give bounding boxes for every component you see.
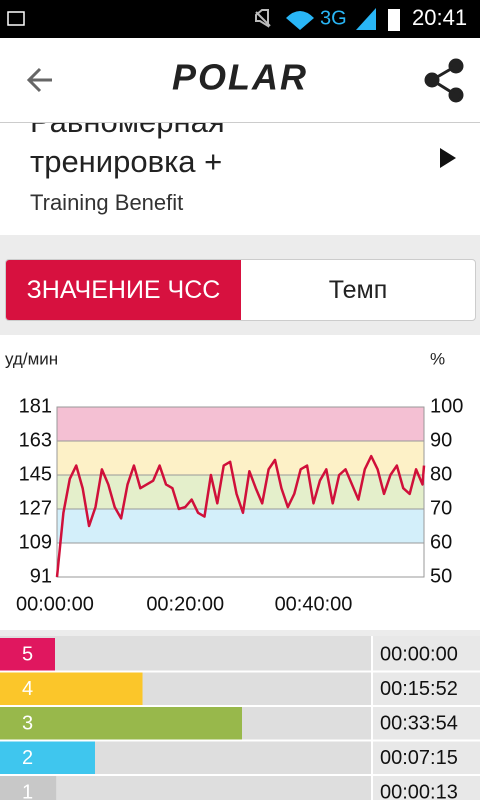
app-bar: POLAR <box>0 38 480 123</box>
share-button[interactable] <box>424 58 464 103</box>
x-tick-label: 00:40:00 <box>275 593 353 615</box>
zone-number-box <box>0 638 55 671</box>
zone-bar <box>55 776 57 800</box>
y2-tick-label: 90 <box>430 429 452 451</box>
zone-time: 00:33:54 <box>380 713 458 735</box>
zone-bar <box>55 672 143 705</box>
battery-icon <box>388 9 400 31</box>
mute-icon <box>255 9 271 28</box>
workout-header: Равномерная тренировка + Training Benefi… <box>0 122 480 235</box>
zone-number: 3 <box>22 713 33 735</box>
zone-band <box>57 543 424 577</box>
y-tick-label: 181 <box>19 395 52 417</box>
zone-time: 00:15:52 <box>380 678 458 700</box>
zone-band <box>57 441 424 475</box>
logo: POLAR <box>172 57 308 98</box>
title-line: Равномерная <box>30 122 225 140</box>
tab[interactable]: Темп <box>328 276 388 304</box>
zone-band <box>57 509 424 543</box>
clock: 20:41 <box>412 5 467 30</box>
status-bar: 3G 20:41 <box>0 0 480 38</box>
zone-bar <box>55 741 95 774</box>
zone-number-box <box>0 672 55 705</box>
y-tick-label: 91 <box>30 565 52 587</box>
signal-icon <box>356 8 376 30</box>
tab-switch: ЗНАЧЕНИЕ ЧСС Темп <box>5 259 476 321</box>
gallery-icon <box>7 11 25 26</box>
y2-tick-label: 80 <box>430 463 452 485</box>
y-tick-label: 145 <box>19 463 52 485</box>
zone-number: 1 <box>22 782 33 800</box>
zone-time: 00:00:13 <box>380 782 458 800</box>
network-type: 3G <box>320 7 347 29</box>
zone-table: 5 00:00:00 4 00:15:52 3 00:33:54 2 00:07:15 1 00:… <box>0 636 480 800</box>
zone-number: 2 <box>22 747 33 769</box>
y-tick-label: 163 <box>19 429 52 451</box>
y-tick-label: 127 <box>19 497 52 519</box>
y-tick-label: 109 <box>19 531 52 553</box>
title-line: тренировка + <box>30 144 223 179</box>
zone-bar <box>55 707 242 740</box>
tab-active[interactable]: ЗНАЧЕНИЕ ЧСС <box>6 260 241 320</box>
zone-time: 00:07:15 <box>380 747 458 769</box>
chart: уд/мин % 91 109 127 145 163 181 50 60 70 80 90 100 0… <box>0 335 480 630</box>
subtitle: Training Benefit <box>30 190 184 215</box>
zone-time: 00:00:00 <box>380 644 458 666</box>
y2-axis-label: % <box>430 349 445 368</box>
zone-band <box>57 407 424 441</box>
wifi-icon <box>286 11 314 30</box>
zone-number-box <box>0 741 55 774</box>
y-axis-label: уд/мин <box>5 349 58 368</box>
x-tick-label: 00:20:00 <box>146 593 224 615</box>
zone-number-box <box>0 776 55 800</box>
play-button[interactable] <box>438 146 458 170</box>
hr-line <box>55 454 426 578</box>
y2-tick-label: 50 <box>430 565 452 587</box>
y2-tick-label: 70 <box>430 497 452 519</box>
zone-number: 5 <box>22 644 33 666</box>
zone-number: 4 <box>22 678 33 700</box>
zone-number-box <box>0 707 55 740</box>
status-icons: 3G 20:41 <box>7 5 467 31</box>
y2-tick-label: 100 <box>430 395 463 417</box>
back-button[interactable] <box>26 67 52 93</box>
time-col-bg <box>372 636 480 800</box>
app-bar-icons: POLAR <box>26 57 464 103</box>
y2-tick-label: 60 <box>430 531 452 553</box>
plot-frame <box>56 406 425 578</box>
x-tick-label: 00:00:00 <box>16 593 94 615</box>
